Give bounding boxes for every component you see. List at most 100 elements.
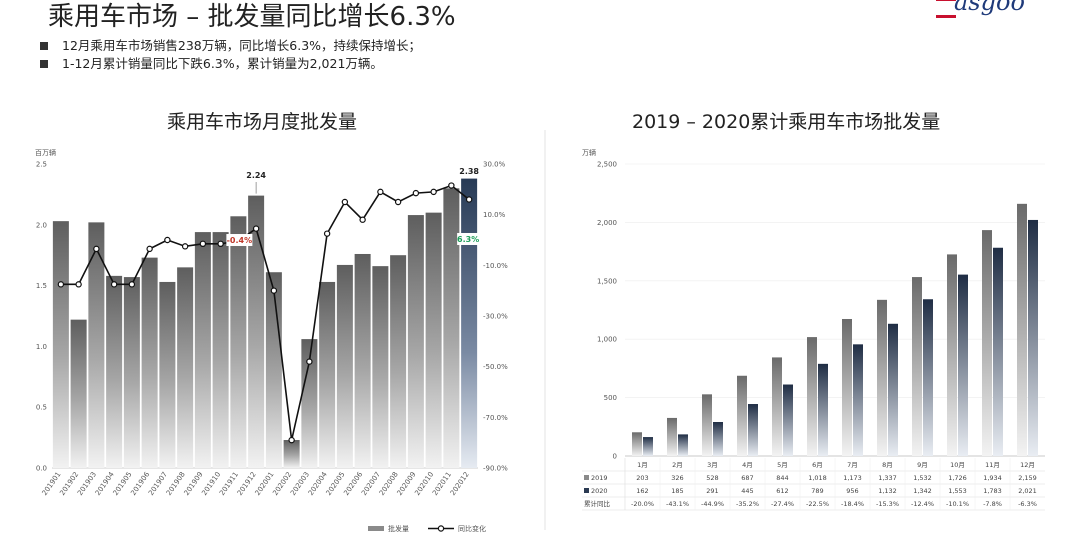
- table-cell: 1,553: [948, 487, 967, 495]
- yoy-change-point: [199, 240, 207, 247]
- yoy-change-point: [110, 281, 118, 288]
- table-cell: 1,726: [948, 474, 967, 482]
- yoy-change-point: [359, 216, 366, 223]
- bar-monthly-wholesale: [70, 319, 87, 468]
- bar-monthly-wholesale: [141, 257, 158, 468]
- y-axis-label: 百万辆: [35, 148, 56, 157]
- bar-cumulative-2020: [853, 344, 863, 456]
- x-tick-label: 10月: [950, 461, 965, 469]
- legend-line-label: 同比变化: [458, 524, 486, 533]
- y2-tick-label: -30.0%: [483, 313, 508, 321]
- table-cell: -22.5%: [806, 500, 829, 508]
- table-cell: -35.2%: [736, 500, 759, 508]
- table-cell: 1,532: [913, 474, 932, 482]
- table-cell: -44.9%: [701, 500, 724, 508]
- y-tick-label: 1,500: [597, 277, 617, 285]
- bar-monthly-wholesale: [52, 221, 69, 468]
- table-cell: -10.1%: [946, 500, 969, 508]
- bar-cumulative-2019: [842, 318, 852, 456]
- bullet-square-icon: [40, 60, 48, 68]
- y-tick-label: 1.5: [36, 282, 47, 290]
- bar-cumulative-2019: [807, 337, 817, 456]
- bar-monthly-wholesale: [283, 440, 300, 468]
- bar-cumulative-2020: [993, 247, 1003, 456]
- table-row-label: 累计同比: [584, 499, 611, 508]
- y2-tick-label: -50.0%: [483, 363, 508, 371]
- yoy-change-point: [394, 198, 402, 206]
- table-cell: 445: [741, 487, 753, 495]
- bar-monthly-wholesale: [354, 253, 371, 468]
- bar-cumulative-2020: [888, 323, 898, 456]
- table-cell: 956: [846, 487, 858, 495]
- yoy-change-point: [288, 436, 295, 444]
- table-swatch-2020: [584, 488, 589, 493]
- annotation-box: [457, 233, 480, 245]
- logo-mark-icon: [936, 0, 956, 18]
- table-cell: 185: [671, 487, 683, 495]
- bar-cumulative-2019: [1017, 203, 1027, 456]
- bar-cumulative-2019: [772, 357, 782, 456]
- y-tick-label: 500: [604, 394, 617, 402]
- x-tick-label: 6月: [812, 461, 823, 469]
- table-cell: 2,159: [1018, 474, 1037, 482]
- bar-monthly-wholesale: [123, 277, 140, 468]
- bar-monthly-wholesale: [443, 188, 460, 468]
- data-label-peak-2019: 2.24: [246, 171, 266, 180]
- y-tick-label: 0.5: [36, 404, 47, 412]
- cumulative-chart-title: 2019 – 2020累计乘用车市场批发量: [632, 111, 941, 133]
- x-tick-label: 3月: [707, 461, 718, 469]
- y-tick-label: 2.0: [36, 221, 47, 229]
- y-tick-label: 2,000: [597, 219, 617, 227]
- bar-cumulative-2020: [678, 434, 688, 456]
- bar-cumulative-2019: [632, 432, 642, 456]
- yoy-change-point: [412, 189, 420, 197]
- bar-monthly-wholesale: [390, 255, 407, 468]
- bullet-item: 12月乘用车市场销售238万辆，同比增长6.3%，持续保持增长；: [40, 37, 421, 55]
- table-cell: -43.1%: [666, 500, 689, 508]
- table-cell: 687: [741, 474, 753, 482]
- bar-monthly-wholesale: [230, 216, 247, 468]
- y2-tick-label: -70.0%: [483, 414, 508, 422]
- table-cell: 1,783: [983, 487, 1002, 495]
- bar-monthly-wholesale: [88, 222, 105, 468]
- y-tick-label: 0: [613, 453, 617, 461]
- y2-tick-label: -90.0%: [483, 465, 508, 473]
- x-tick-label: 12月: [1020, 461, 1035, 469]
- legend-line-marker: [437, 525, 445, 532]
- yoy-change-point: [217, 240, 224, 247]
- bar-monthly-wholesale: [265, 272, 282, 468]
- table-cell: 291: [706, 487, 718, 495]
- bar-cumulative-2020: [1028, 219, 1038, 456]
- yoy-change-point: [270, 287, 278, 294]
- y-tick-label: 0.0: [36, 465, 47, 473]
- bullet-item: 1-12月累计销量同比下跌6.3%，累计销量为2,021万辆。: [40, 55, 421, 73]
- y2-tick-label: 10.0%: [483, 211, 506, 219]
- table-cell: 844: [776, 474, 788, 482]
- table-cell: 789: [811, 487, 823, 495]
- yoy-change-point: [146, 245, 153, 253]
- y-tick-label: 2,500: [597, 161, 617, 169]
- bar-monthly-wholesale: [301, 339, 318, 468]
- bullet-square-icon: [40, 42, 48, 50]
- yoy-label-nov-2019: -0.4%: [227, 236, 253, 245]
- y2-tick-label: -10.0%: [483, 262, 508, 270]
- table-cell: 326: [671, 474, 683, 482]
- x-tick-label: 11月: [985, 461, 1000, 469]
- legend-bar-label: 批发量: [388, 524, 409, 533]
- y-axis-label: 万辆: [582, 148, 596, 157]
- x-tick-label: 5月: [777, 461, 788, 469]
- bar-cumulative-2019: [737, 375, 747, 456]
- yoy-change-point: [341, 198, 349, 206]
- bar-monthly-wholesale: [336, 264, 353, 468]
- page-title: 乘用车市场 – 批发量同比增长6.3%: [48, 2, 456, 32]
- table-cell: -18.4%: [841, 500, 864, 508]
- table-cell: 2,021: [1018, 487, 1037, 495]
- y-tick-label: 1,000: [597, 336, 617, 344]
- bar-monthly-wholesale: [194, 232, 211, 468]
- x-tick-label: 2月: [672, 461, 683, 469]
- table-swatch-2019: [584, 475, 589, 480]
- y-tick-label: 2.5: [36, 161, 47, 169]
- table-cell: 1,337: [878, 474, 897, 482]
- x-tick-label: 202012: [449, 471, 471, 497]
- table-cell: -15.3%: [876, 500, 899, 508]
